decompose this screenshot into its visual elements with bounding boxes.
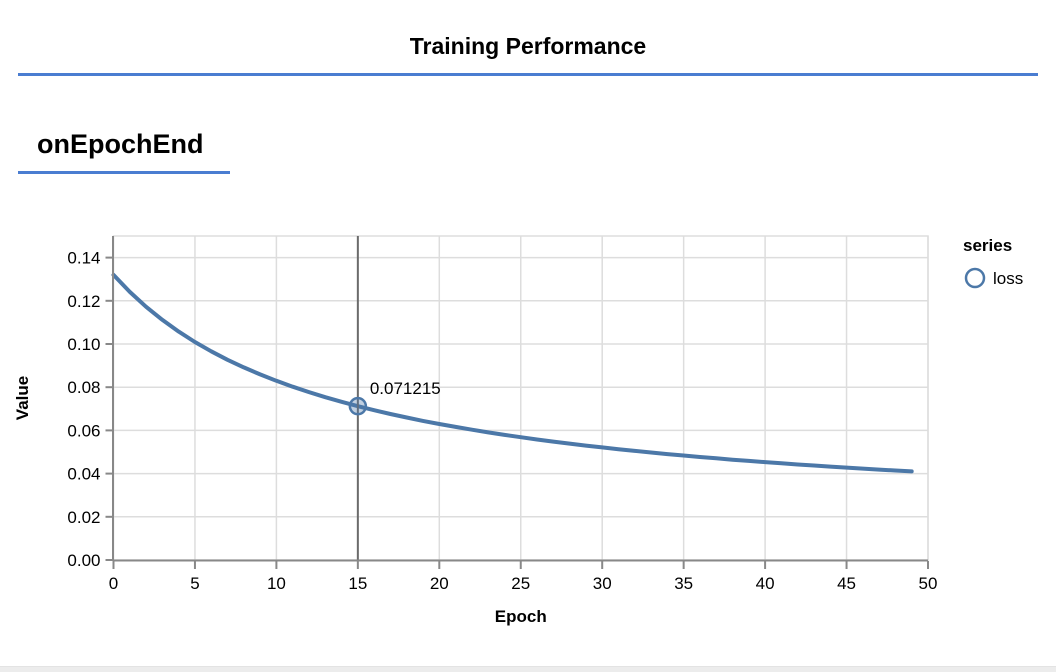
y-axis-title: Value	[13, 376, 32, 420]
x-tick-label: 0	[109, 574, 118, 593]
highlight-marker[interactable]	[348, 396, 368, 416]
x-tick-label: 35	[674, 574, 693, 593]
y-tick-label: 0.12	[67, 292, 100, 311]
x-tick-label: 25	[511, 574, 530, 593]
y-tick-label: 0.04	[67, 465, 100, 484]
chart-svg[interactable]: 0.071215 0 5 10 15 20 25 30 35 40 45 50 0.00 0.02 0.04…	[0, 225, 1056, 645]
y-tick-label: 0.00	[67, 551, 100, 570]
legend-symbol-circle	[964, 267, 986, 289]
legend-entry-label: loss	[993, 269, 1023, 288]
x-tick-label: 50	[919, 574, 938, 593]
x-axis-title: Epoch	[495, 607, 547, 626]
x-tick-label: 45	[837, 574, 856, 593]
x-tick-label: 10	[267, 574, 286, 593]
next-panel-edge	[0, 666, 1056, 672]
legend-title: series	[963, 236, 1012, 255]
y-tick-label: 0.10	[67, 335, 100, 354]
x-tick-label: 15	[348, 574, 367, 593]
y-tick-label: 0.08	[67, 378, 100, 397]
loss-line-chart[interactable]: 0.071215 0 5 10 15 20 25 30 35 40 45 50 0.00 0.02 0.04…	[0, 225, 1056, 645]
section-divider	[18, 171, 230, 174]
x-tick-label: 5	[190, 574, 199, 593]
x-tick-label: 30	[593, 574, 612, 593]
section-title: onEpochEnd	[37, 129, 204, 159]
tooltip-value: 0.071215	[370, 379, 441, 398]
x-tick-label: 20	[430, 574, 449, 593]
y-tick-label: 0.14	[67, 249, 100, 268]
x-tick-label: 40	[756, 574, 775, 593]
loss-line	[111, 272, 914, 474]
y-tick-label: 0.06	[67, 421, 100, 440]
y-tick-label: 0.02	[67, 508, 100, 527]
page-title: Training Performance	[409, 33, 647, 59]
title-divider	[18, 73, 1038, 76]
